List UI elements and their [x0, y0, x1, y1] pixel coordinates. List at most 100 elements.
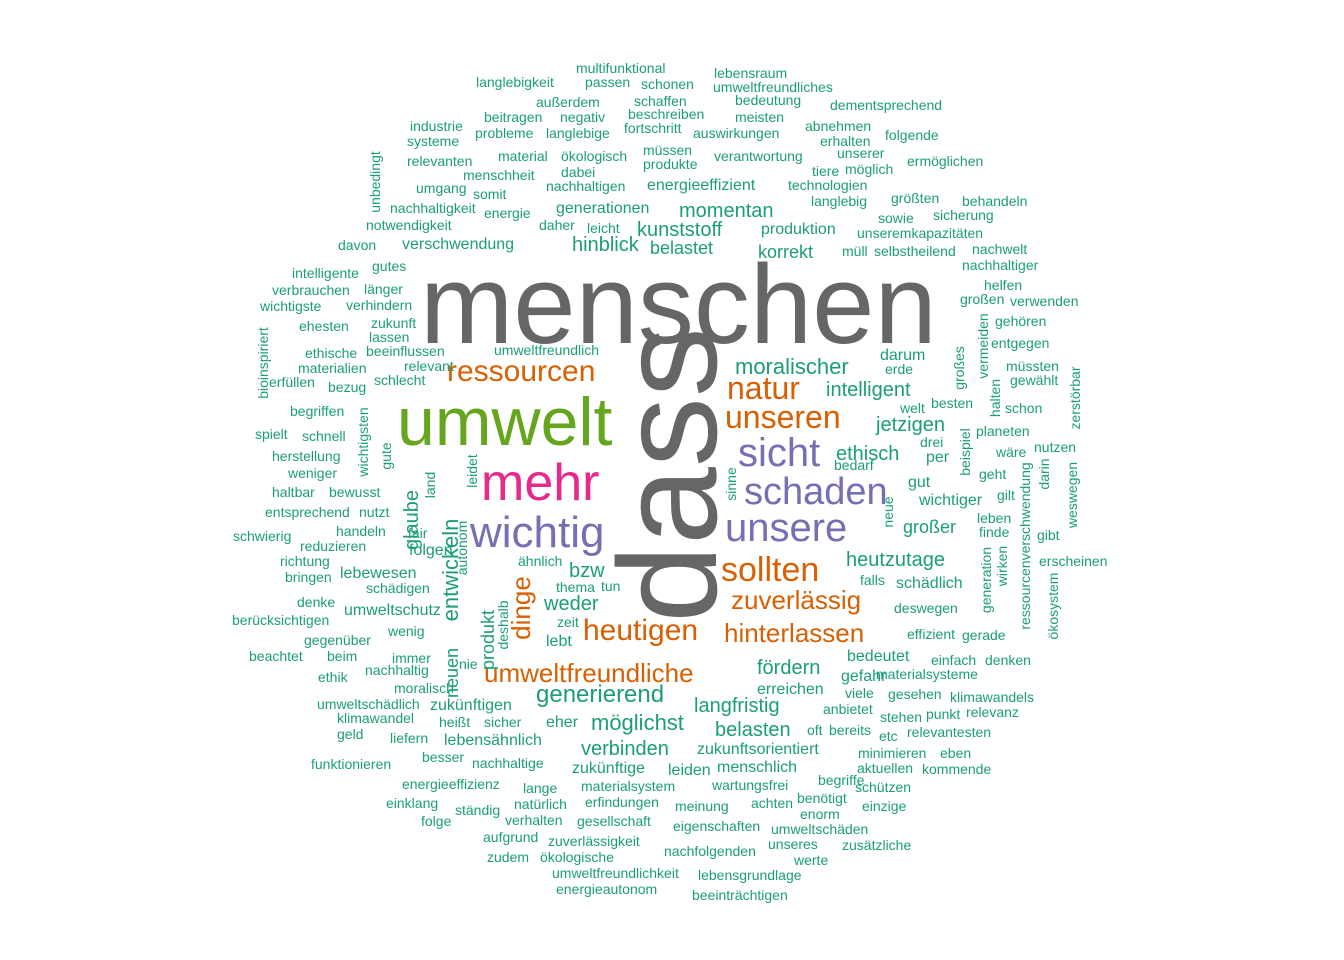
word-umweltfreundlichkeit: umweltfreundlichkeit: [552, 865, 679, 881]
word-grosses: großes: [951, 346, 967, 390]
word-probleme: probleme: [475, 125, 534, 141]
word-beachtet: beachtet: [249, 648, 303, 664]
word-umweltschadlich: umweltschädlich: [317, 696, 420, 712]
word-ermoglichen: ermöglichen: [907, 153, 983, 169]
word-wenig: wenig: [387, 623, 425, 639]
word-intelligent: intelligent: [826, 379, 911, 401]
word-immer: immer: [392, 650, 431, 666]
word-verbrauchen: verbrauchen: [272, 282, 350, 298]
word-zukunft: zukunft: [371, 315, 416, 331]
word-reduzieren: reduzieren: [300, 538, 366, 554]
word-gehoren: gehören: [995, 313, 1046, 329]
word-erfindungen: erfindungen: [585, 794, 659, 810]
word-bedeutung: bedeutung: [735, 92, 801, 108]
word-moglichst: möglichst: [591, 710, 684, 735]
word-tun: tun: [601, 578, 620, 594]
word-autonom: autonom: [454, 521, 470, 575]
word-umgang: umgang: [416, 180, 467, 196]
word-lebensraum: lebensraum: [714, 65, 787, 81]
word-bedarf: bedarf: [834, 457, 874, 473]
word-natur: natur: [727, 370, 800, 406]
word-relevant: relevant: [404, 358, 454, 374]
word-moglich: möglich: [845, 161, 893, 177]
word-unseremkapazitaten: unseremkapazitäten: [857, 225, 983, 241]
word-ressourcenverschwendung: ressourcenverschwendung: [1017, 462, 1033, 629]
word-weniger: weniger: [287, 465, 337, 481]
word-folgen: folgen: [409, 542, 453, 559]
word-grosser: großer: [903, 517, 956, 537]
word-entwickeln: entwickeln: [438, 519, 463, 622]
word-technologien: technologien: [788, 177, 867, 193]
word-hinterlassen: hinterlassen: [724, 618, 864, 648]
word-generationen: generationen: [556, 200, 649, 217]
word-jetzigen: jetzigen: [875, 414, 945, 436]
word-fair: fair: [408, 525, 428, 541]
word-begriffen: begriffen: [290, 403, 344, 419]
word-eben: eben: [940, 745, 971, 761]
word-begriffe: begriffe: [818, 772, 865, 788]
word-leiden: leiden: [668, 762, 711, 779]
word-produkt: produkt: [478, 610, 498, 670]
word-dinge: dinge: [506, 576, 536, 640]
word-zuverlassig: zuverlässig: [731, 585, 861, 615]
word-menschlich: menschlich: [717, 759, 797, 776]
word-grossten: größten: [891, 190, 939, 206]
word-belasten: belasten: [715, 719, 791, 741]
word-bewusst: bewusst: [329, 484, 380, 500]
word-lebewesen: lebewesen: [340, 565, 417, 582]
word-gut: gut: [908, 474, 931, 491]
word-sicher: sicher: [484, 714, 522, 730]
word-systeme: systeme: [407, 133, 459, 149]
word-etc: etc: [879, 728, 898, 744]
word-besten: besten: [931, 395, 973, 411]
word-spielt: spielt: [255, 426, 288, 442]
word-kunststoff: kunststoff: [637, 219, 723, 241]
word-berucksichtigen: berücksichtigen: [232, 612, 329, 628]
word-lassen: lassen: [369, 329, 409, 345]
word-behandeln: behandeln: [962, 193, 1027, 209]
word-schlecht: schlecht: [374, 372, 425, 388]
word-neue: neue: [880, 496, 896, 527]
word-geld: geld: [337, 726, 363, 742]
word-beschreiben: beschreiben: [628, 106, 704, 122]
word-leidet: leidet: [464, 454, 480, 488]
word-tiere: tiere: [812, 163, 839, 179]
word-gefahr: gefahr: [841, 668, 887, 685]
word-nutzt: nutzt: [359, 504, 389, 520]
word-nachhaltig: nachhaltig: [365, 662, 429, 678]
word-dementsprechend: dementsprechend: [830, 97, 942, 113]
word-produktion: produktion: [761, 221, 836, 238]
word-zeit: zeit: [557, 614, 579, 630]
word-halten: halten: [987, 379, 1003, 417]
word-liefern: liefern: [390, 730, 428, 746]
word-grossen: großen: [960, 291, 1004, 307]
word-okosystem: ökosystem: [1045, 573, 1061, 640]
word-auswirkungen: auswirkungen: [693, 125, 779, 141]
word-gesehen: gesehen: [888, 686, 942, 702]
word-bereits: bereits: [829, 722, 871, 738]
word-wichtiger: wichtiger: [918, 492, 983, 509]
word-ethik: ethik: [318, 669, 349, 685]
word-bioinspiriert: bioinspiriert: [255, 327, 271, 399]
word-nachhaltige: nachhaltige: [472, 755, 544, 771]
word-ressourcen: ressourcen: [447, 355, 595, 388]
word-sinne: sinne: [723, 467, 739, 501]
word-gesellschaft: gesellschaft: [577, 813, 651, 829]
word-gerade: gerade: [962, 627, 1006, 643]
word-lange: lange: [523, 780, 557, 796]
word-langlebige: langlebige: [546, 125, 610, 141]
word-helfen: helfen: [984, 277, 1022, 293]
word-dabei: dabei: [561, 164, 595, 180]
word-verschwendung: verschwendung: [402, 236, 514, 253]
word-selbstheilend: selbstheilend: [874, 243, 956, 259]
word-schaden: schaden: [744, 471, 888, 513]
word-achten: achten: [751, 795, 793, 811]
word-bringen: bringen: [285, 569, 332, 585]
word-aktuellen: aktuellen: [857, 760, 913, 776]
word-mehr: mehr: [481, 454, 599, 512]
word-unserer: unserer: [837, 145, 885, 161]
word-deshalb: deshalb: [495, 600, 511, 649]
word-mussten: müssten: [1006, 358, 1059, 374]
word-glaube: glaube: [401, 490, 423, 550]
word-lebt: lebt: [546, 633, 572, 650]
